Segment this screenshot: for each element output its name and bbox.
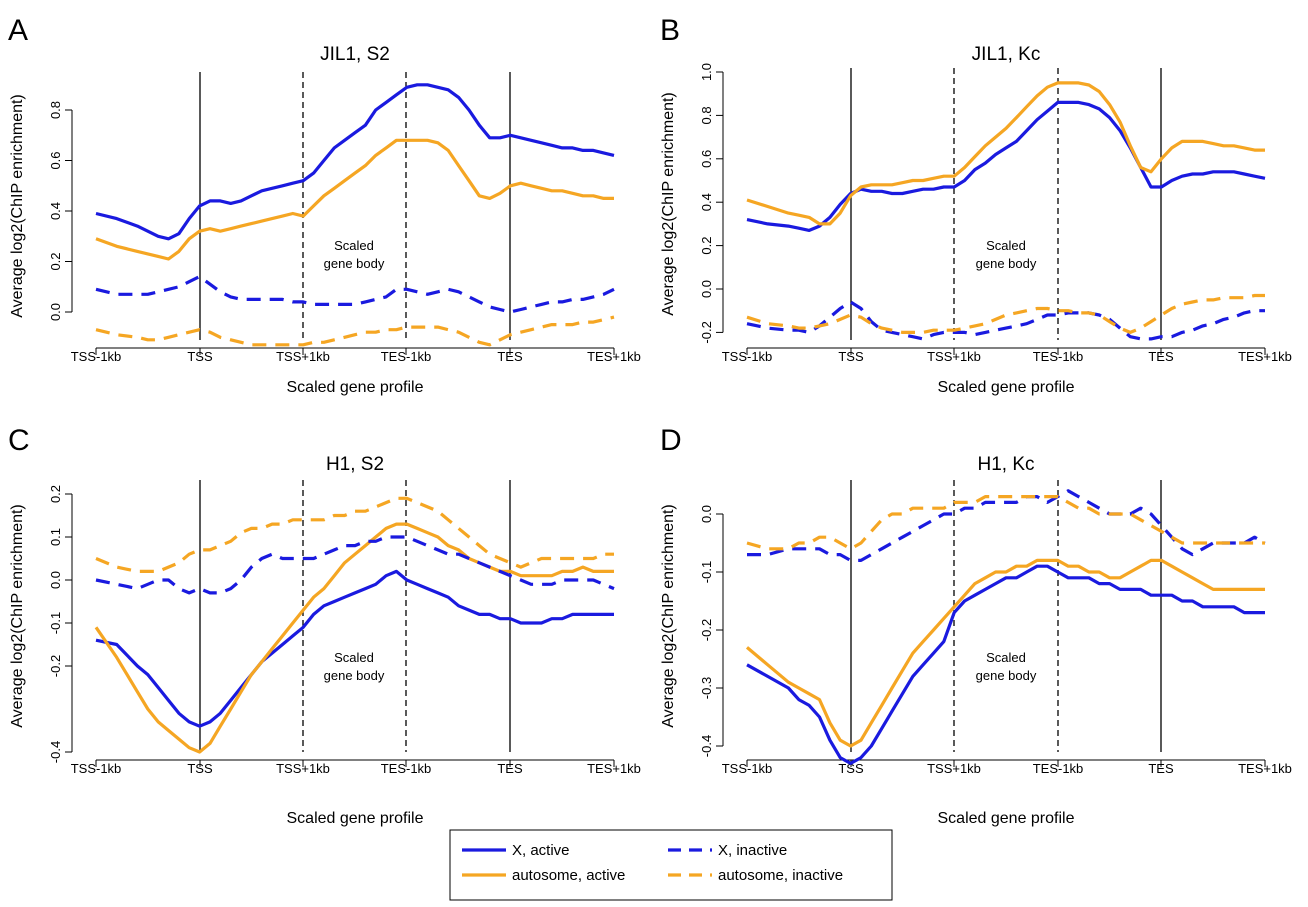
y-tick-label: 0.1 — [48, 528, 63, 546]
legend-entry-label: X, inactive — [718, 842, 787, 859]
y-tick-label: 0.2 — [699, 237, 714, 255]
gene-body-annotation: Scaled — [334, 650, 374, 665]
series-line-x-inactive — [747, 489, 1266, 563]
series-line-autosome-inactive — [95, 496, 614, 574]
x-tick-label: TES+1kb — [1238, 761, 1292, 776]
panel-letter: A — [8, 14, 28, 47]
y-tick-label: -0.2 — [48, 655, 63, 677]
y-tick-label: -0.4 — [699, 735, 714, 757]
y-tick-label: 0.8 — [699, 106, 714, 124]
gene-body-annotation: Scaled — [986, 238, 1026, 253]
series-line-x-active — [746, 100, 1266, 232]
panel-a: A JIL1, S2 0.0 0.2 0.4 0.6 0.8 Average log2(ChI… — [8, 14, 641, 396]
y-axis-label: Average log2(ChIP enrichment) — [9, 94, 26, 318]
series-line-autosome-active — [746, 81, 1265, 226]
x-tick-label: TSS+1kb — [927, 349, 981, 364]
y-tick-label: 0.8 — [48, 101, 63, 119]
y-tick-label: -0.2 — [699, 321, 714, 343]
series-line-autosome-inactive — [746, 495, 1265, 551]
x-tick-label: TES+1kb — [587, 349, 641, 364]
series-line-x-inactive — [95, 275, 615, 314]
y-tick-label: -0.1 — [48, 612, 63, 634]
series-line-autosome-inactive — [746, 293, 1265, 334]
x-tick-label: TSS-1kb — [722, 349, 773, 364]
series-line-autosome-active — [94, 522, 614, 754]
x-tick-label: TSS — [187, 761, 213, 776]
x-tick-label: TES — [497, 349, 523, 364]
gene-body-annotation: gene body — [324, 256, 385, 271]
x-tick-label: TES — [1148, 349, 1174, 364]
panel-letter: D — [660, 424, 682, 457]
y-tick-label: 0.0 — [48, 303, 63, 321]
series-line-autosome-active — [95, 138, 614, 261]
y-axis-label: Average log2(ChIP enrichment) — [660, 504, 677, 728]
series-line-x-inactive — [95, 535, 615, 595]
x-tick-label: TES-1kb — [1033, 349, 1084, 364]
x-tick-label: TSS+1kb — [276, 761, 330, 776]
x-tick-label: TES-1kb — [381, 349, 432, 364]
x-tick-label: TSS-1kb — [722, 761, 773, 776]
y-tick-label: -0.2 — [699, 619, 714, 641]
panel-d: D H1, Kc -0.4 -0.3 -0.2 -0.1 0.0 Average log2(C… — [660, 424, 1292, 827]
y-axis-label: Average log2(ChIP enrichment) — [660, 92, 677, 316]
legend-entry-label: autosome, active — [512, 867, 625, 884]
x-tick-label: TSS — [838, 761, 864, 776]
gene-body-annotation: Scaled — [334, 238, 374, 253]
series-line-autosome-active — [745, 558, 1265, 748]
panel-c: C H1, S2 -0.4 -0.2 -0.1 0.0 0.1 0.2 Average log2… — [8, 424, 641, 827]
gene-body-annotation: gene body — [324, 668, 385, 683]
x-tick-label: TSS-1kb — [71, 761, 122, 776]
y-tick-label: 0.4 — [48, 202, 63, 220]
y-tick-label: 0.0 — [48, 571, 63, 589]
x-tick-label: TSS — [187, 349, 213, 364]
x-tick-label: TES+1kb — [1238, 349, 1292, 364]
y-tick-label: 0.4 — [699, 193, 714, 211]
y-tick-label: 0.6 — [48, 151, 63, 169]
x-tick-label: TES — [497, 761, 523, 776]
panel-letter: B — [660, 14, 680, 47]
x-tick-label: TES-1kb — [1033, 761, 1084, 776]
gene-body-annotation: gene body — [976, 256, 1037, 271]
x-tick-label: TES — [1148, 761, 1174, 776]
panel-b: B JIL1, Kc -0.2 0.0 0.2 0.4 0.6 0.8 1.0 Average l… — [660, 14, 1292, 396]
legend: X, active X, inactive autosome, active auto… — [449, 829, 893, 901]
x-tick-label: TSS-1kb — [71, 349, 122, 364]
legend-entry-label: autosome, inactive — [718, 867, 843, 884]
x-tick-label: TSS — [838, 349, 864, 364]
x-axis-label: Scaled gene profile — [287, 810, 424, 827]
x-tick-label: TES-1kb — [381, 761, 432, 776]
y-tick-label: -0.1 — [699, 561, 714, 583]
x-axis-label: Scaled gene profile — [938, 810, 1075, 827]
y-tick-label: 1.0 — [699, 63, 714, 81]
x-axis-label: Scaled gene profile — [287, 379, 424, 396]
gene-body-annotation: gene body — [976, 668, 1037, 683]
series-line-x-active — [95, 83, 615, 241]
y-tick-label: 0.0 — [699, 505, 714, 523]
series-line-autosome-inactive — [95, 315, 615, 347]
y-tick-label: 0.0 — [699, 280, 714, 298]
x-tick-label: TES+1kb — [587, 761, 641, 776]
panel-letter: C — [8, 424, 30, 457]
chart-title: JIL1, Kc — [972, 44, 1041, 65]
chart-title: JIL1, S2 — [320, 44, 390, 65]
x-tick-label: TSS+1kb — [276, 349, 330, 364]
y-axis-label: Average log2(ChIP enrichment) — [9, 504, 26, 728]
legend-entry-label: X, active — [512, 842, 570, 859]
chart-title: H1, Kc — [977, 454, 1034, 475]
series-line-x-active — [746, 564, 1265, 766]
series-line-x-inactive — [746, 300, 1265, 341]
legend-box — [449, 829, 893, 901]
series-line-x-active — [95, 569, 614, 728]
y-tick-label: -0.3 — [699, 677, 714, 699]
y-tick-label: 0.6 — [699, 150, 714, 168]
y-tick-label: 0.2 — [48, 252, 63, 270]
y-tick-label: 0.2 — [48, 485, 63, 503]
x-tick-label: TSS+1kb — [927, 761, 981, 776]
chart-title: H1, S2 — [326, 454, 384, 475]
x-axis-label: Scaled gene profile — [938, 379, 1075, 396]
gene-body-annotation: Scaled — [986, 650, 1026, 665]
y-tick-label: -0.4 — [48, 741, 63, 763]
